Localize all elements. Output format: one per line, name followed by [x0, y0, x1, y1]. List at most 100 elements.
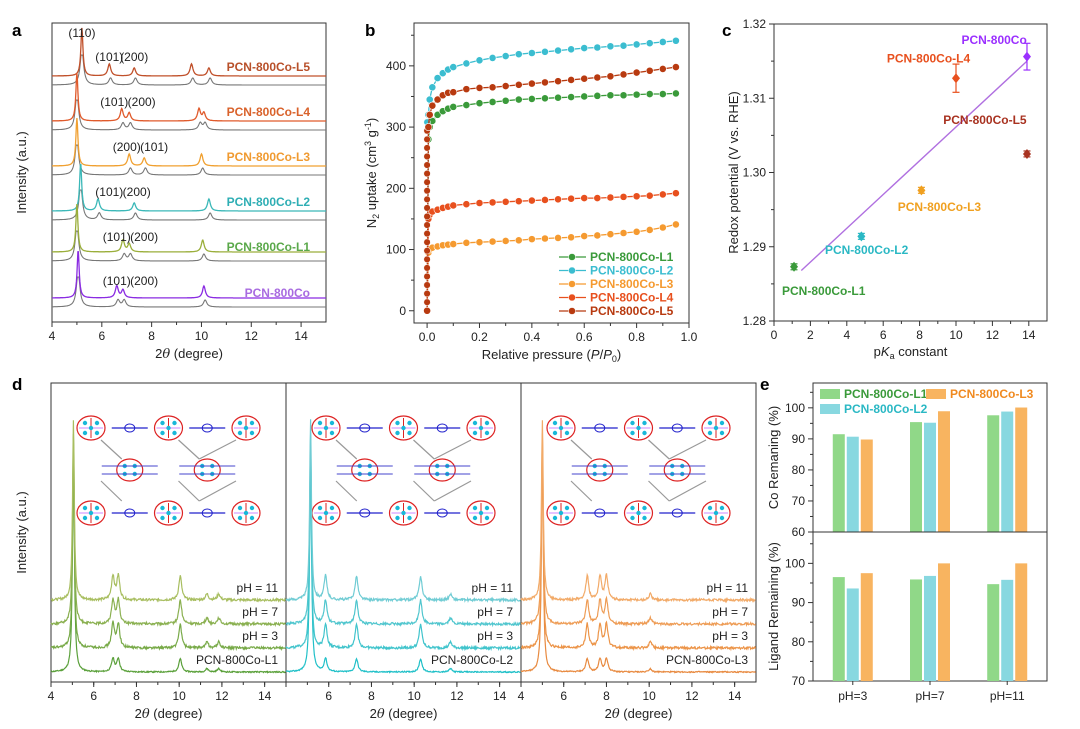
data-point: [501, 197, 510, 206]
co-atom: [249, 430, 255, 436]
phenyl-linker: [100, 439, 123, 460]
legend-label: PCN-800Co-L3: [950, 387, 1034, 401]
data-point: [423, 212, 431, 221]
co-atom: [472, 430, 478, 436]
data-point: [541, 47, 549, 56]
experimental-trace: [52, 251, 326, 299]
co-atom: [407, 505, 412, 511]
linker-ring: [201, 423, 213, 433]
trace-sample-label: PCN-800Co-L3: [666, 653, 748, 667]
panel-d: d Intensity (a.u.) 4 6 8 10 12 14 2θ (degree) PCN…: [12, 375, 757, 722]
y-axis-label-c: Redox potential (V vs. RHE): [726, 91, 741, 254]
co-atom: [395, 430, 400, 436]
trace-ph-label: pH = 11: [472, 581, 514, 595]
data-point: [606, 42, 615, 51]
co-atom: [630, 430, 635, 436]
subpanel-PCN-800Co-L3: 4 6 8 10 12 14 2θ (degree) PCN-800Co-L3 pH = 3 pH…: [518, 383, 757, 722]
co-atom: [94, 505, 100, 511]
data-point: [475, 99, 484, 108]
co-atom: [630, 505, 635, 511]
bar-PCN-800Co-L2-pH=7: [924, 575, 936, 681]
co-atom: [82, 515, 88, 521]
data-point: [527, 79, 536, 88]
bar-PCN-800Co-L1-pH=3: [832, 434, 845, 532]
xrd-series-PCN-800Co-L4: PCN-800Co-L4 (101) (200): [51, 72, 326, 131]
data-point: [567, 93, 576, 101]
x-tick-label-a: 6: [98, 329, 105, 343]
co-atom: [636, 510, 641, 516]
x-axis-label-d: 2θ (degree): [370, 706, 438, 722]
simulated-trace: [52, 276, 326, 308]
y-axis-label-b: N2 uptake (cm3 g-1): [363, 118, 381, 229]
phenyl-linker: [668, 480, 707, 502]
y-tick-label-e: 70: [792, 674, 806, 688]
data-point: [645, 66, 654, 75]
subpanel-PCN-800Co-L1: 4 6 8 10 12 14 2θ (degree) PCN-800Co-L1 pH = 3 pH…: [48, 415, 287, 722]
data-point: [645, 39, 654, 48]
data-point: [423, 281, 431, 289]
linker-ring: [671, 508, 683, 518]
co-atom: [401, 510, 406, 516]
x-axis-label-d: 2θ (degree): [605, 706, 673, 722]
co-atom: [564, 505, 570, 511]
y-tick-label-b: 400: [386, 59, 406, 73]
co-atom: [558, 510, 564, 516]
data-point: [632, 40, 641, 49]
x-tick-label-a: 4: [49, 329, 56, 343]
legend-b: PCN-800Co-L1PCN-800Co-L2PCN-800Co-L3PCN-…: [559, 250, 674, 318]
co-atom: [395, 420, 400, 426]
bar-PCN-800Co-L1-pH=11: [987, 415, 1000, 532]
phenyl-linker: [178, 480, 200, 502]
cluster-node: [388, 500, 419, 526]
isotherm-PCN-800Co-L5: [423, 63, 680, 315]
data-point: [449, 102, 458, 111]
legend-marker: [568, 293, 576, 302]
co-atom: [642, 420, 647, 426]
simulated-trace: [52, 189, 326, 221]
co-atom: [558, 425, 564, 431]
experimental-trace: [52, 72, 326, 122]
legend-label: PCN-800Co-L5: [590, 304, 674, 318]
co-atom: [329, 430, 335, 436]
plot-frame-a: [51, 22, 327, 323]
cluster-node: [428, 458, 456, 482]
series-label: PCN-800Co-L3: [227, 150, 311, 164]
co-atom: [552, 515, 558, 521]
co-atom: [707, 420, 713, 426]
data-point: [672, 36, 680, 45]
data-point: [423, 204, 431, 212]
co-atom: [249, 420, 255, 426]
data-point: [514, 197, 523, 206]
legend-marker: [568, 253, 576, 261]
co-atom: [94, 420, 100, 426]
y-tick-label-e: 80: [792, 635, 806, 649]
data-point: [488, 198, 497, 207]
series-label: PCN-800Co-L2: [227, 195, 311, 209]
linker-ring: [124, 423, 136, 433]
x-tick-label-c: 6: [880, 328, 887, 342]
trace-ph-label: pH = 7: [712, 605, 748, 619]
legend-label: PCN-800Co-L1: [844, 387, 928, 401]
point-label: PCN-800Co-L3: [898, 200, 982, 214]
series-label: PCN-800Co-L1: [227, 240, 311, 254]
data-point: [423, 298, 431, 306]
trace-ph-label: pH = 3: [242, 629, 278, 643]
x-tick-label-d: 10: [408, 689, 422, 703]
data-point: [514, 236, 523, 245]
data-point: [423, 290, 431, 298]
co-atom: [172, 430, 177, 436]
peak-annotation: (110): [68, 26, 95, 40]
linker-ring: [594, 423, 606, 433]
bar-PCN-800Co-L1-pH=7: [910, 422, 922, 532]
point-label: PCN-800Co-L2: [825, 243, 909, 257]
x-tick-label-a: 8: [148, 329, 155, 343]
phenyl-linker: [648, 480, 670, 502]
co-atom: [472, 505, 478, 511]
panel-b: b 0.0 0.2 0.4 0.6 0.8 1.0 0 100 200 300 400 Relative…: [363, 21, 698, 364]
point-label: PCN-800Co-L1: [782, 284, 866, 298]
co-atom: [713, 425, 719, 431]
data-point: [423, 187, 431, 195]
co-atom: [642, 430, 647, 436]
phenyl-linker: [198, 439, 237, 460]
simulated-trace: [51, 99, 326, 131]
